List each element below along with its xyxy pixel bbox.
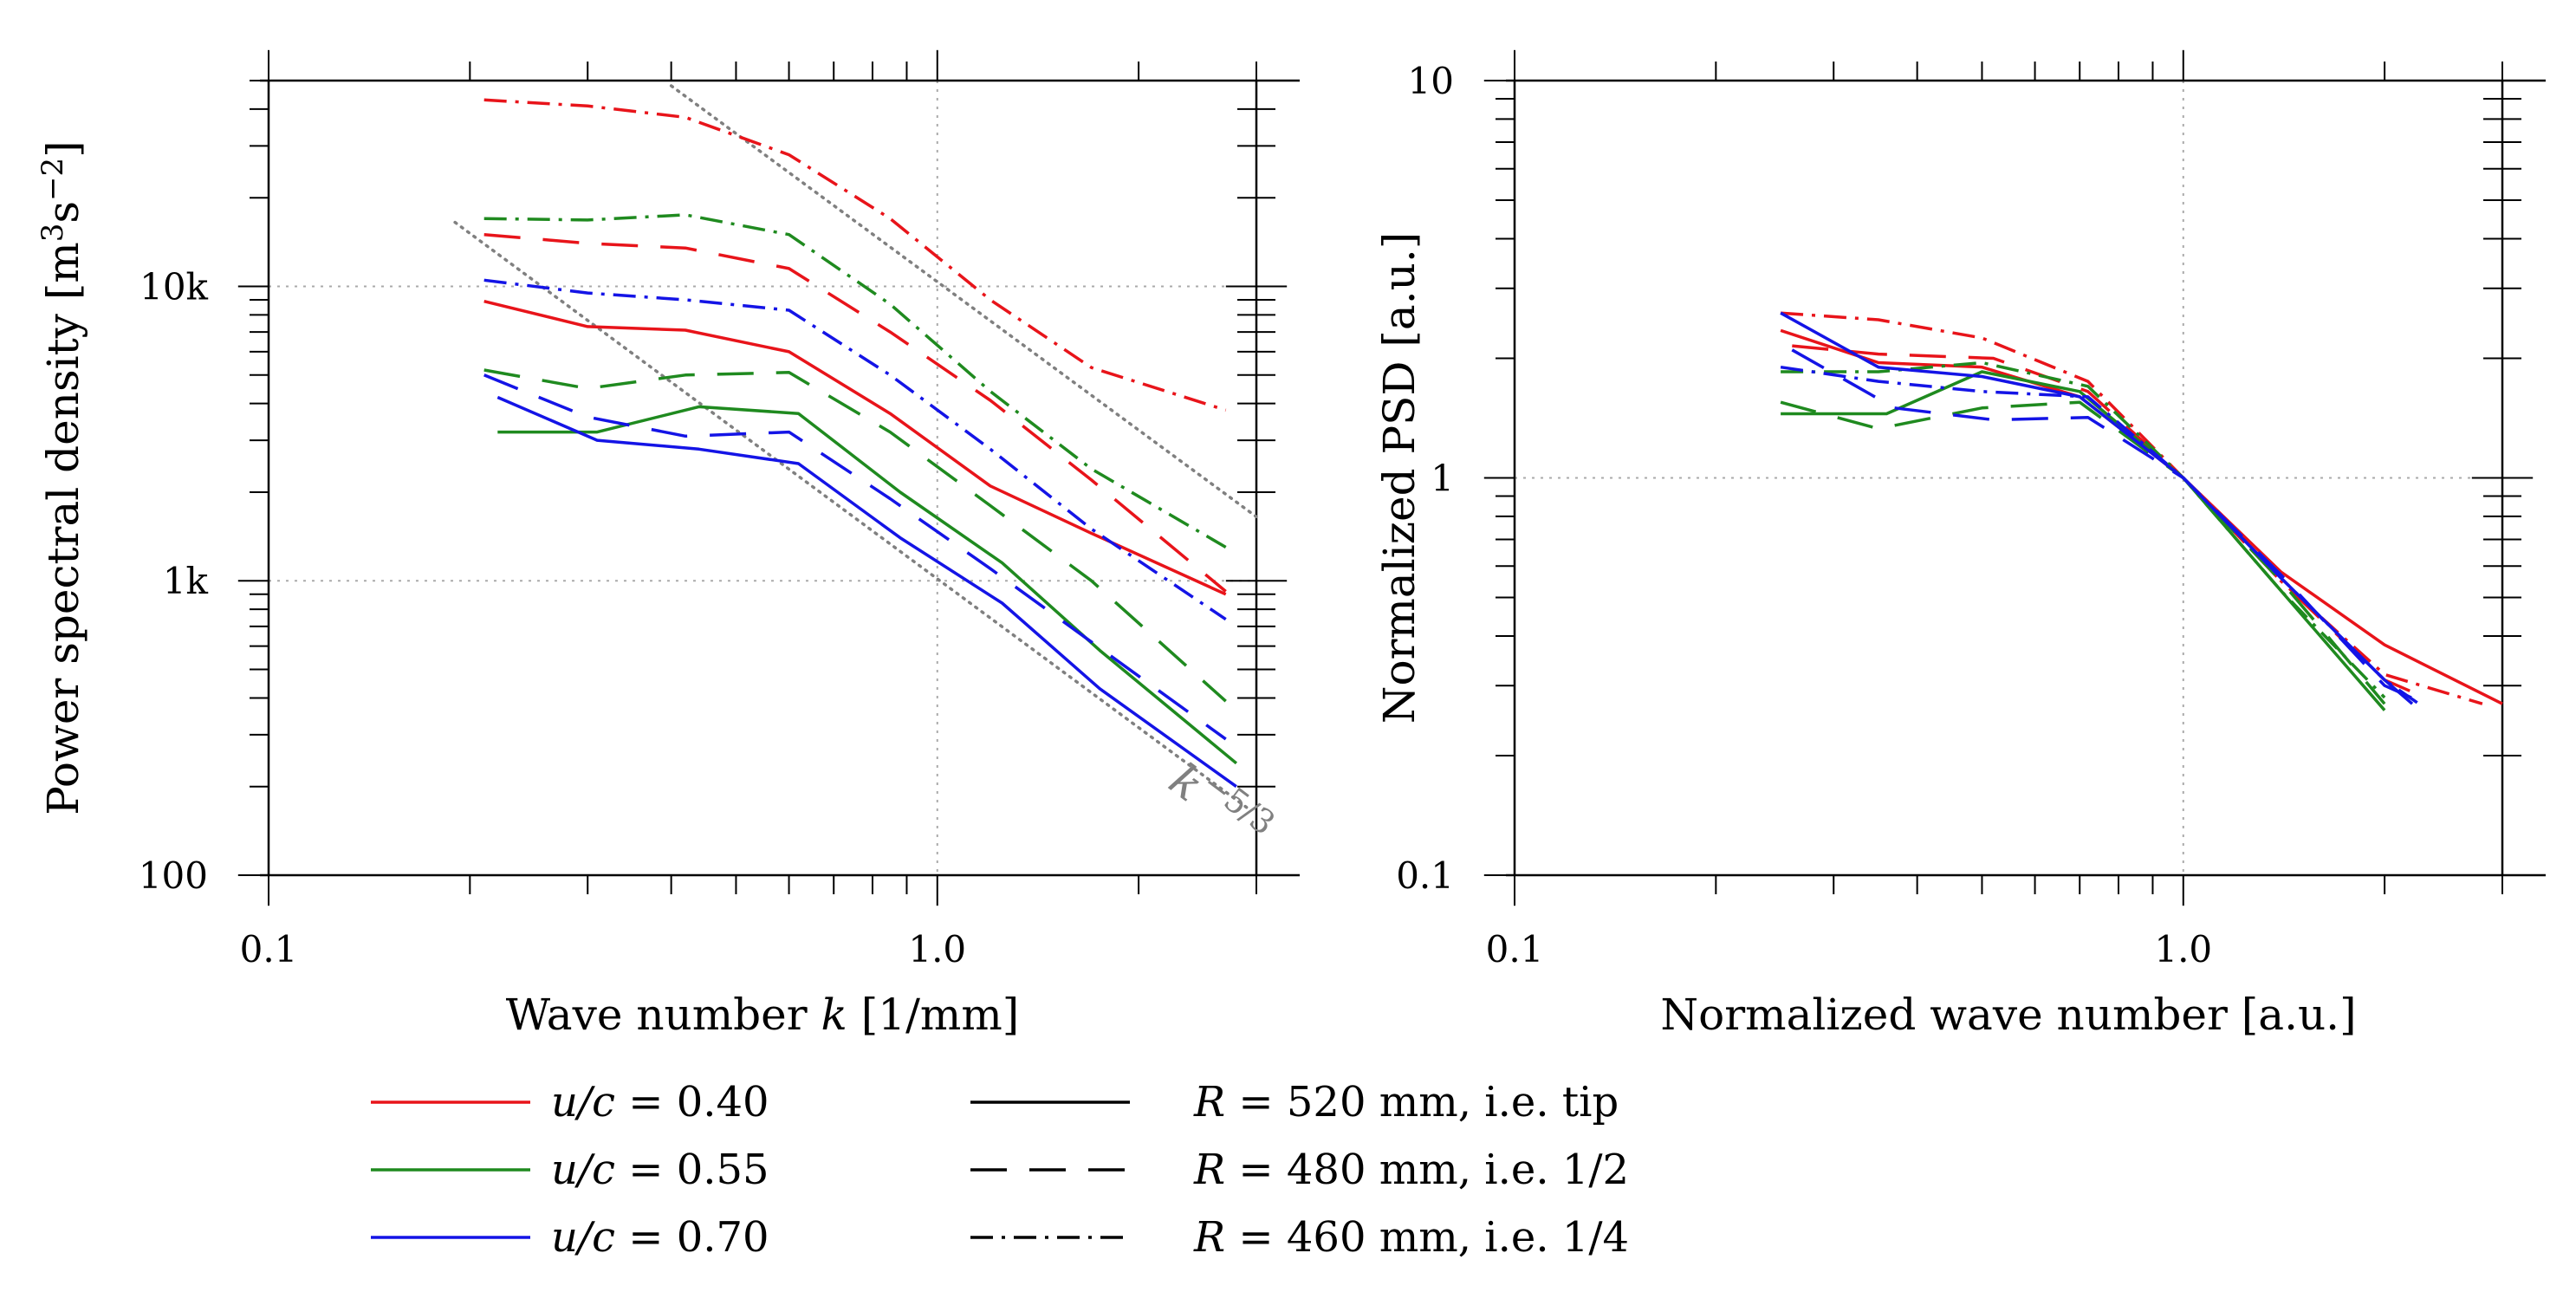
legend-label-value: = 0.40	[615, 1078, 769, 1126]
x-axis-label-var: k	[821, 990, 847, 1040]
y-tick-label: 10k	[140, 265, 208, 308]
y-tick-label: 0.1	[1396, 854, 1454, 897]
legend-label-var: R	[1193, 1078, 1225, 1126]
legend-label-value: = 460 mm, i.e. 1/4	[1225, 1213, 1629, 1262]
y-axis-label-mid: s	[38, 201, 88, 224]
legend-label-value: = 520 mm, i.e. tip	[1225, 1078, 1619, 1126]
x-tick-label: 1.0	[2154, 928, 2212, 971]
series-line-green-solid	[1781, 370, 2386, 711]
x-axis-label: Wave number k [1/mm]	[506, 990, 1020, 1040]
series-line-blue-dashdot	[1780, 365, 2420, 705]
legend-label-value: = 0.55	[615, 1146, 769, 1194]
series-line-red-dashdot	[1780, 311, 2483, 705]
y-tick-label: 1	[1431, 458, 1454, 500]
x-tick-label: 0.1	[240, 928, 298, 971]
series-line-blue-dashed	[483, 373, 1227, 741]
series-line-green-dashed	[483, 368, 1227, 703]
legend-label: u/c = 0.40	[551, 1078, 769, 1126]
series-line-red-dashdot	[483, 98, 1227, 412]
legend-label-var: R	[1193, 1146, 1225, 1194]
y-axis-label-text: Normalized PSD [a.u.]	[1374, 232, 1424, 724]
series-line-green-dashed	[1780, 400, 2386, 705]
reference-slope-line	[453, 220, 1249, 809]
series-line-red-dashed	[1792, 344, 2426, 699]
y-tick-label: 100	[139, 854, 208, 897]
legend-label-var: R	[1193, 1213, 1225, 1262]
legend-label-var: u/c	[551, 1146, 615, 1194]
y-axis-label: Power spectral density [m3s−2]	[36, 140, 88, 815]
legend-label: R = 460 mm, i.e. 1/4	[1193, 1213, 1629, 1262]
y-axis-label-main: Power spectral density [m	[38, 242, 88, 815]
x-tick-label: 1.0	[908, 928, 966, 971]
reference-slope-line	[669, 84, 1258, 519]
slope-annotation-exponent: −5/3	[1195, 763, 1282, 842]
y-axis-label-sup1: 3	[36, 224, 70, 243]
series-line-blue-dashed	[1791, 348, 2426, 705]
legend-label-var: u/c	[551, 1213, 615, 1262]
x-axis-label-prefix: Wave number	[506, 990, 821, 1040]
right-panel: 0.1 1.0 0.1 1 10 Normalized wave number [a.u.…	[1374, 49, 2546, 1040]
series-line-green-solid	[497, 405, 1238, 765]
legend: u/c = 0.40u/c = 0.55u/c = 0.70R = 520 mm…	[371, 1078, 1629, 1262]
y-axis-label: Normalized PSD [a.u.]	[1374, 232, 1424, 724]
x-tick-label: 0.1	[1486, 928, 1544, 971]
legend-label-value: = 0.70	[615, 1213, 769, 1262]
legend-label: R = 520 mm, i.e. tip	[1193, 1078, 1619, 1126]
y-tick-label: 10	[1408, 60, 1454, 102]
x-axis-label: Normalized wave number [a.u.]	[1660, 990, 2356, 1040]
y-axis-label-sup2: −2	[36, 158, 70, 201]
legend-label-var: u/c	[551, 1078, 615, 1126]
legend-label: R = 480 mm, i.e. 1/2	[1193, 1146, 1629, 1194]
series-line-red-solid	[1780, 328, 2503, 705]
legend-label: u/c = 0.55	[551, 1146, 769, 1194]
series-line-blue-solid	[496, 395, 1237, 789]
series-line-green-dashdot	[483, 213, 1227, 549]
series-line-blue-dashdot	[483, 278, 1227, 621]
x-axis-label-text: Normalized wave number [a.u.]	[1660, 990, 2356, 1040]
slope-annotation: k−5/3	[1159, 747, 1282, 860]
series-line-green-dashdot	[1781, 360, 2386, 699]
legend-label-value: = 480 mm, i.e. 1/2	[1225, 1146, 1629, 1194]
series-line-red-dashed	[483, 232, 1227, 593]
y-tick-label: 1k	[163, 560, 209, 602]
y-axis-label-end: ]	[38, 140, 88, 158]
x-axis-label-suffix: [1/mm]	[847, 990, 1019, 1040]
legend-label: u/c = 0.70	[551, 1213, 769, 1262]
series-line-red-solid	[483, 300, 1227, 596]
